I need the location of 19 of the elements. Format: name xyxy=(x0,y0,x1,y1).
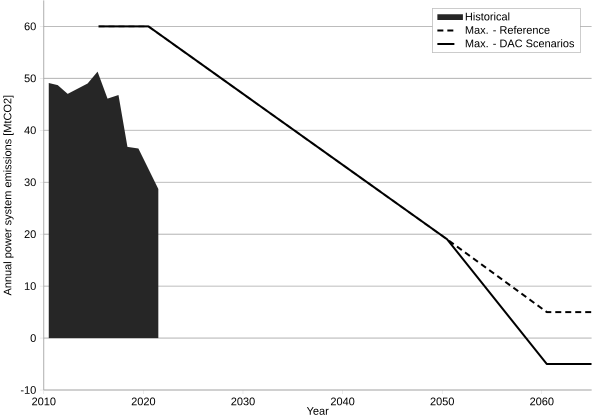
x-tick-label: 2060 xyxy=(530,397,554,406)
legend-label: Max. - Reference xyxy=(466,26,550,34)
y-tick-label: 40 xyxy=(24,126,36,134)
x-tick-label: 2010 xyxy=(32,397,56,406)
x-tick-label: 2020 xyxy=(132,397,156,406)
legend-label: Max. - DAC Scenarios xyxy=(466,39,574,48)
legend-label: Historical xyxy=(466,12,510,20)
y-tick-label: 0 xyxy=(30,334,36,342)
y-tick-label: 20 xyxy=(24,230,36,238)
y-axis-title: Annual power system emissions [MtCO2] xyxy=(3,96,14,296)
y-tick-label: 60 xyxy=(24,22,36,30)
x-tick-label: 2030 xyxy=(231,397,255,406)
y-tick-label: 30 xyxy=(24,178,36,186)
y-tick-label: 50 xyxy=(24,74,36,82)
y-tick-label: 10 xyxy=(24,282,36,290)
x-axis-title: Year xyxy=(306,407,329,415)
x-tick-label: 2040 xyxy=(330,397,354,406)
x-tick-label: 2050 xyxy=(430,397,454,406)
y-tick-label: -10 xyxy=(20,386,36,394)
